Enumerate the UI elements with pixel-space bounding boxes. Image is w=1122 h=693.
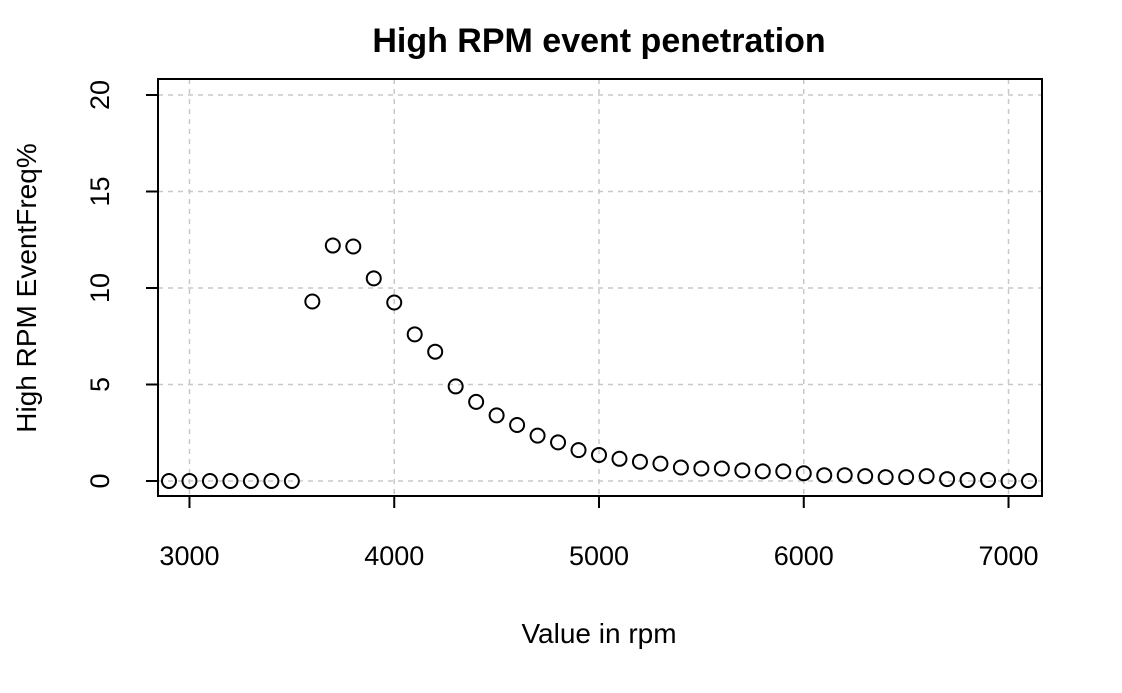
data-point bbox=[181, 473, 198, 489]
data-point bbox=[161, 473, 177, 489]
x-tick-label: 7000 bbox=[978, 541, 1038, 571]
data-points bbox=[161, 237, 1037, 489]
x-tick-label: 3000 bbox=[159, 541, 219, 571]
data-point bbox=[918, 468, 935, 485]
data-point bbox=[283, 473, 300, 489]
data-point bbox=[468, 393, 485, 410]
data-point bbox=[672, 459, 689, 476]
data-point bbox=[222, 473, 239, 489]
y-tick-label: 5 bbox=[85, 377, 115, 392]
y-axis-label: High RPM EventFreq% bbox=[11, 143, 42, 432]
data-point bbox=[693, 460, 710, 477]
data-point bbox=[304, 293, 321, 310]
y-tick-label: 15 bbox=[85, 176, 115, 206]
data-point bbox=[611, 450, 628, 467]
data-point bbox=[447, 378, 464, 395]
data-point bbox=[898, 469, 915, 486]
x-axis-label: Value in rpm bbox=[521, 618, 676, 649]
x-tick-label: 4000 bbox=[364, 541, 424, 571]
data-point bbox=[509, 417, 526, 434]
data-point bbox=[1021, 473, 1037, 489]
data-point bbox=[652, 455, 669, 472]
data-point bbox=[406, 326, 423, 343]
data-point bbox=[324, 237, 341, 254]
data-point bbox=[836, 467, 853, 484]
data-point bbox=[939, 471, 956, 488]
x-tick-label: 5000 bbox=[569, 541, 629, 571]
axis-ticks: 3000 4000 5000 6000 7000 0 5 10 15 20 bbox=[85, 80, 1039, 571]
data-point bbox=[1000, 473, 1017, 489]
data-point bbox=[242, 473, 259, 489]
data-point bbox=[775, 463, 792, 480]
data-point bbox=[386, 294, 403, 311]
data-point bbox=[754, 463, 771, 480]
data-point bbox=[488, 407, 505, 424]
data-point bbox=[550, 434, 567, 451]
data-point bbox=[345, 238, 362, 255]
data-point bbox=[201, 473, 218, 489]
data-point bbox=[959, 472, 976, 489]
x-tick-label: 6000 bbox=[774, 541, 834, 571]
data-point bbox=[980, 472, 997, 489]
data-point bbox=[795, 465, 812, 482]
data-point bbox=[631, 453, 648, 470]
y-tick-label: 20 bbox=[85, 80, 115, 110]
data-point bbox=[857, 468, 874, 485]
data-point bbox=[570, 442, 587, 459]
data-point bbox=[427, 343, 444, 360]
data-point bbox=[877, 469, 894, 486]
data-point bbox=[529, 427, 546, 444]
data-point bbox=[816, 467, 833, 484]
chart-title: High RPM event penetration bbox=[372, 22, 825, 60]
data-point bbox=[591, 446, 607, 463]
y-tick-label: 10 bbox=[85, 273, 115, 303]
grid-lines bbox=[158, 79, 1042, 496]
data-point bbox=[734, 462, 751, 479]
y-tick-label: 0 bbox=[85, 473, 115, 488]
data-point bbox=[365, 270, 382, 287]
data-point bbox=[713, 460, 730, 477]
data-point bbox=[263, 473, 280, 489]
